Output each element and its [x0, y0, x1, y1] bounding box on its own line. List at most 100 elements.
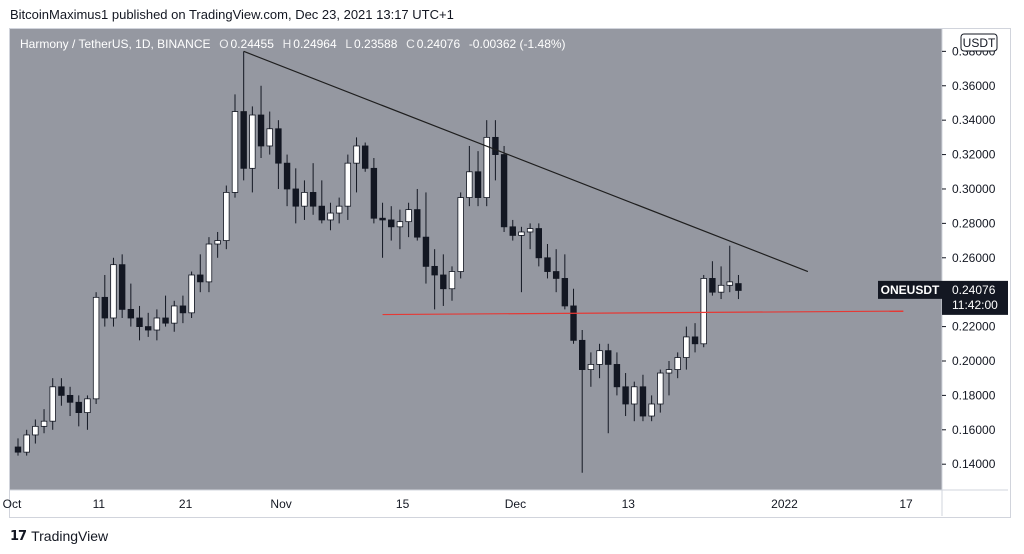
- candle-body: [23, 434, 30, 453]
- candle-body: [483, 136, 490, 198]
- candle-body: [179, 305, 187, 314]
- x-tick-label: 15: [396, 497, 410, 511]
- candle-body: [205, 243, 213, 283]
- candle-body: [605, 350, 612, 365]
- price-tag-value: 0.24076: [952, 283, 996, 297]
- legend-high: 0.24964: [293, 37, 337, 51]
- price-tag-countdown: 11:42:00: [952, 298, 998, 312]
- candle-body: [118, 264, 126, 310]
- descending-trendline: [243, 50, 809, 273]
- candle-body: [579, 339, 586, 370]
- candle-body: [648, 403, 655, 417]
- symbol-tag: [878, 280, 942, 299]
- candle-body: [344, 162, 352, 207]
- candle-body: [327, 212, 334, 221]
- candle-body: [101, 296, 108, 319]
- y-tick-label: 0.18000: [952, 388, 996, 402]
- candle-body: [709, 278, 716, 293]
- candle-body: [370, 167, 378, 219]
- candle-body: [414, 209, 421, 238]
- candle-body: [188, 274, 195, 314]
- candles-group: [14, 51, 742, 473]
- candle-body: [283, 162, 291, 190]
- x-tick-label: 11: [93, 497, 106, 511]
- candle-body: [136, 317, 143, 327]
- candle-body: [552, 271, 560, 279]
- candle-body: [509, 226, 516, 236]
- candle-body: [197, 274, 204, 283]
- candle-body: [535, 228, 542, 259]
- candle-body: [162, 317, 169, 324]
- candle-body: [422, 236, 430, 267]
- candle-body: [474, 171, 482, 198]
- currency-badge: [960, 33, 998, 52]
- candle-body: [561, 278, 569, 307]
- candle-body: [14, 446, 22, 453]
- candle-body: [657, 372, 664, 405]
- candle-body: [665, 369, 673, 374]
- x-tick-label: Dec: [505, 497, 526, 511]
- candle-body: [570, 305, 577, 341]
- candle-body: [231, 111, 239, 193]
- symbol-tag-label: ONEUSDT: [881, 283, 940, 297]
- candle-body: [674, 357, 681, 370]
- candle-body: [92, 296, 100, 400]
- candle-body: [492, 136, 499, 155]
- y-tick-label: 0.30000: [952, 182, 996, 196]
- x-tick-label: Oct: [3, 497, 22, 511]
- legend-high-label: H: [282, 37, 292, 51]
- candle-body: [249, 114, 256, 169]
- candle-body: [466, 171, 473, 198]
- y-tick-label: 0.14000: [952, 457, 996, 471]
- legend-close: 0.24076: [416, 37, 461, 51]
- price-tag: [942, 280, 1008, 315]
- candle-body: [518, 231, 525, 236]
- candle-body: [223, 192, 230, 241]
- candle-body: [457, 197, 464, 272]
- legend-pair: Harmony / TetherUS, 1D, BINANCE: [20, 37, 211, 51]
- legend-open: 0.24455: [230, 37, 274, 51]
- x-tick-label: 2022: [771, 497, 798, 511]
- candle-body: [717, 284, 725, 293]
- candle-body: [318, 205, 325, 221]
- candle-body: [526, 228, 534, 233]
- support-line: [382, 310, 904, 316]
- candle-body: [335, 205, 343, 214]
- candle-body: [266, 128, 273, 147]
- candle-body: [144, 326, 152, 331]
- candle-body: [58, 386, 65, 396]
- ohlc-legend: Harmony / TetherUS, 1D, BINANCE O 0.24455…: [20, 37, 568, 51]
- candle-body: [700, 278, 707, 345]
- candle-body: [32, 425, 39, 436]
- candle-body: [388, 219, 395, 228]
- legend-change: -0.00362 (-1.48%): [468, 37, 566, 51]
- y-tick-label: 0.22000: [952, 320, 996, 334]
- x-tick-label: Nov: [270, 497, 291, 511]
- candle-body: [631, 386, 638, 405]
- candle-body: [440, 274, 447, 290]
- publisher-header: BitcoinMaximus1 published on TradingView…: [10, 7, 454, 22]
- candle-body: [292, 188, 299, 207]
- legend-open-label: O: [219, 37, 229, 51]
- candle-body: [448, 271, 456, 290]
- candle-body: [613, 364, 621, 388]
- x-tick-label: 17: [899, 497, 913, 511]
- candle-body: [275, 128, 282, 164]
- candle-body: [240, 111, 247, 169]
- candle-body: [379, 217, 386, 221]
- candle-body: [431, 265, 438, 276]
- x-tick-label: 13: [622, 497, 636, 511]
- candle-body: [49, 386, 56, 422]
- candle-body: [309, 192, 317, 207]
- plot-area: [10, 29, 942, 490]
- legend-low: 0.23588: [354, 37, 398, 51]
- footer-brand[interactable]: TradingView: [31, 528, 109, 544]
- candle-body: [301, 192, 308, 207]
- candle-body: [257, 114, 265, 147]
- y-tick-label: 0.36000: [952, 79, 996, 93]
- candle-body: [127, 308, 135, 319]
- candle-body: [622, 386, 629, 405]
- candle-body: [66, 394, 74, 403]
- candle-body: [683, 336, 690, 358]
